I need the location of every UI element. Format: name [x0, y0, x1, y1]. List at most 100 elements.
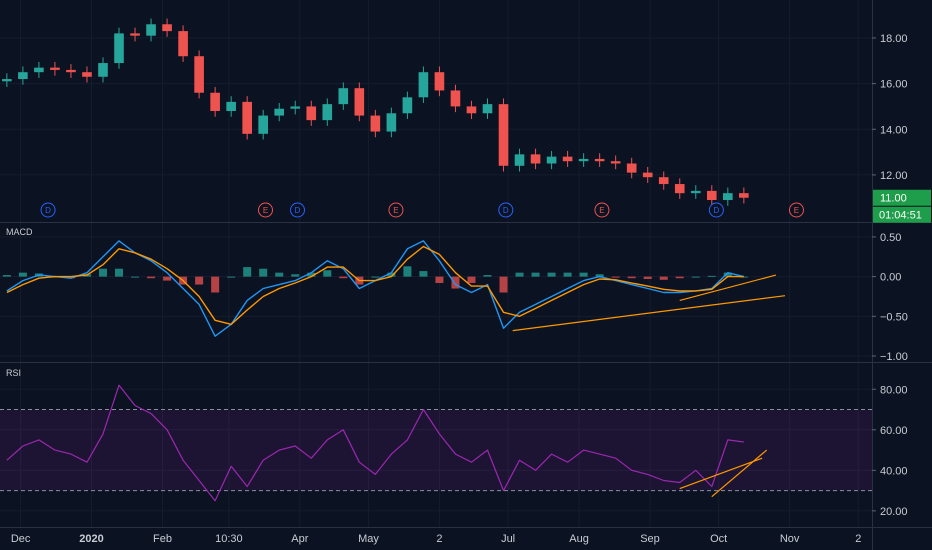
macd-histogram-bar [163, 276, 172, 281]
dividend-marker[interactable]: D [708, 202, 724, 218]
macd-histogram-bar [419, 271, 428, 277]
macd-histogram-bar [611, 276, 620, 278]
dividend-marker[interactable]: D [290, 202, 306, 218]
axes: 18.00 16.00 14.00 12.00 11.00 01:04:51 0.50 0.0… [11, 33, 931, 545]
candle-body[interactable] [130, 33, 140, 36]
candle-body[interactable] [274, 108, 285, 116]
candle-body[interactable] [194, 56, 204, 93]
candle-body[interactable] [306, 106, 317, 121]
y-tick-label: 16.00 [880, 79, 908, 91]
macd-histogram-bar [2, 275, 11, 277]
macd-pane[interactable]: MACD [2, 227, 786, 337]
macd-histogram-bar [291, 274, 300, 277]
macd-histogram-bar [147, 276, 156, 279]
macd-histogram-bar [211, 276, 220, 293]
candle-body[interactable] [739, 193, 749, 198]
macd-histogram-bar [259, 268, 268, 277]
candle-body[interactable] [498, 104, 509, 166]
earnings-marker[interactable]: E [788, 202, 804, 218]
y-tick-label: 18.00 [880, 33, 908, 45]
candle-body[interactable] [82, 72, 92, 77]
candle-body[interactable] [354, 88, 365, 116]
macd-histogram-bar [691, 276, 700, 278]
candle-body[interactable] [514, 154, 525, 166]
macd-trendline[interactable] [679, 274, 777, 302]
last-price-label: 11.00 [880, 193, 907, 205]
x-tick-label: Feb [153, 533, 172, 545]
candle-body[interactable] [658, 177, 669, 185]
macd-histogram-bar [66, 276, 75, 279]
macd-histogram-bar [739, 276, 748, 278]
x-tick-label: 2020 [79, 533, 103, 545]
candle-body[interactable] [530, 154, 541, 164]
candle-body[interactable] [690, 190, 701, 194]
candle-body[interactable] [386, 113, 397, 132]
y-tick-label: 40.00 [880, 465, 908, 477]
candle-body[interactable] [34, 67, 44, 73]
x-tick-label: Aug [569, 533, 589, 545]
dividend-marker[interactable]: D [498, 202, 514, 218]
y-tick-label: 80.00 [880, 384, 908, 396]
candle-body[interactable] [66, 69, 76, 73]
candle-body[interactable] [50, 67, 60, 70]
candle-body[interactable] [706, 190, 717, 201]
candle-body[interactable] [162, 24, 172, 32]
candle-body[interactable] [418, 72, 429, 98]
candle-body[interactable] [210, 92, 220, 111]
candle-body[interactable] [546, 156, 557, 164]
rsi-trendline[interactable] [679, 457, 763, 490]
candle-body[interactable] [674, 184, 685, 194]
candle-body[interactable] [402, 97, 413, 114]
dividend-marker[interactable]: D [40, 202, 56, 218]
candle-body[interactable] [18, 72, 28, 80]
macd-histogram-bar [579, 272, 588, 277]
candle-body[interactable] [114, 33, 124, 64]
candle-body[interactable] [466, 106, 477, 114]
candle-body[interactable] [2, 79, 12, 82]
candle-body[interactable] [178, 31, 188, 57]
macd-histogram-bar [659, 276, 668, 280]
macd-histogram-bar [243, 267, 252, 277]
marker-circle [594, 202, 610, 218]
candle-body[interactable] [226, 101, 236, 111]
macd-histogram-bar [595, 274, 604, 277]
candle-body[interactable] [434, 72, 445, 91]
rsi-trendline[interactable] [711, 449, 768, 498]
candle-body[interactable] [338, 88, 349, 105]
macd-histogram-bar [467, 276, 476, 283]
macd-histogram-bar [515, 272, 524, 277]
candle-body[interactable] [626, 163, 637, 173]
candle-body[interactable] [578, 158, 589, 162]
macd-histogram-bar [227, 276, 236, 278]
candle-body[interactable] [290, 106, 301, 109]
candle-body[interactable] [258, 115, 269, 134]
candle-body[interactable] [723, 193, 733, 201]
macd-histogram-bar [371, 276, 380, 278]
candle-body[interactable] [370, 115, 381, 132]
candle-body[interactable] [146, 24, 156, 36]
marker-label: E [263, 206, 268, 215]
candle-body[interactable] [642, 172, 653, 178]
marker-circle [40, 202, 56, 218]
macd-histogram-bar [723, 272, 732, 277]
candle-body[interactable] [562, 156, 573, 162]
earnings-marker[interactable]: E [388, 202, 404, 218]
macd-trendline[interactable] [512, 295, 786, 332]
candle-body[interactable] [98, 63, 108, 77]
earnings-marker[interactable]: E [257, 202, 273, 218]
candle-body[interactable] [610, 161, 621, 164]
candle-body[interactable] [242, 101, 252, 134]
candle-body[interactable] [594, 158, 605, 162]
rsi-pane[interactable]: RSI [0, 368, 872, 502]
macd-histogram-bar [531, 272, 540, 277]
y-tick-label: 0.00 [880, 272, 901, 284]
marker-circle [498, 202, 514, 218]
earnings-marker[interactable]: E [594, 202, 610, 218]
candle-body[interactable] [482, 104, 493, 114]
y-tick-label: −1.00 [880, 351, 908, 363]
candle-body[interactable] [450, 90, 461, 107]
candle-body[interactable] [322, 104, 333, 121]
macd-histogram-bar [18, 272, 27, 277]
